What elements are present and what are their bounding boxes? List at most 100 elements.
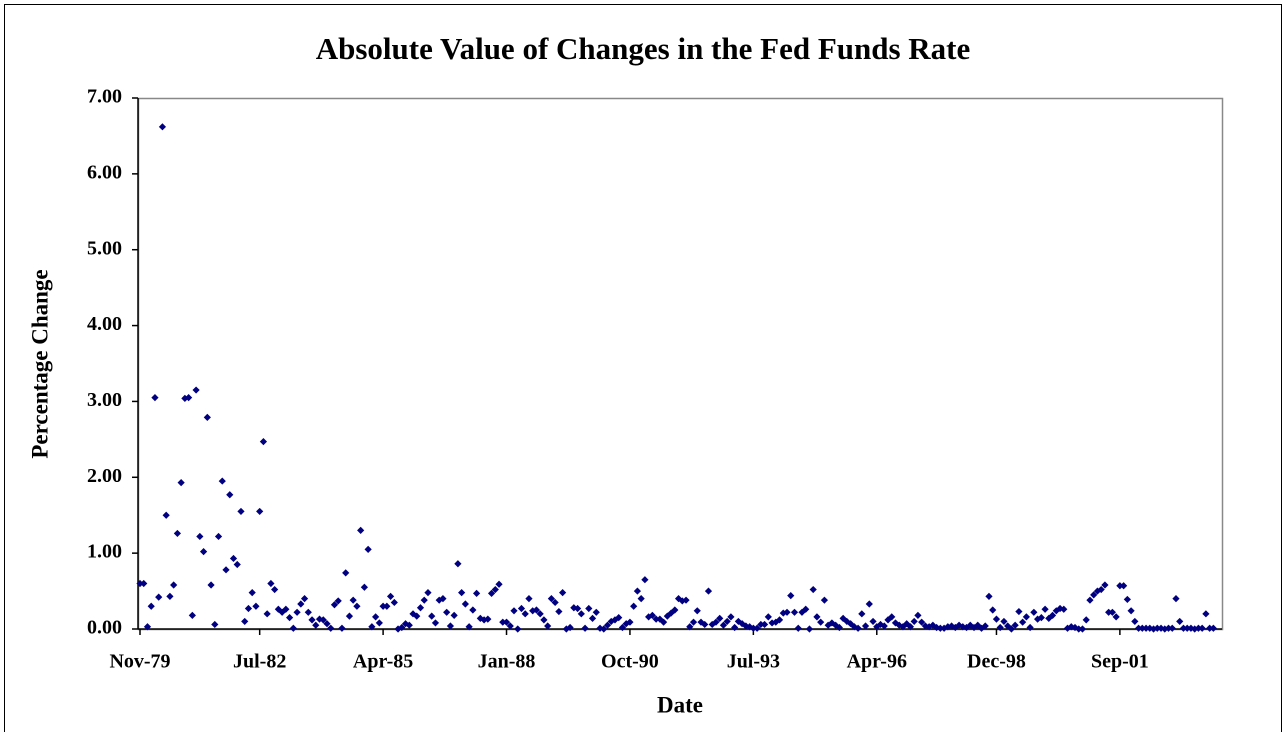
marker — [835, 623, 843, 632]
marker — [880, 622, 888, 630]
marker — [1022, 613, 1030, 621]
marker — [334, 597, 342, 605]
marker — [708, 620, 716, 629]
marker — [514, 625, 522, 633]
marker — [925, 623, 933, 631]
marker — [626, 618, 634, 626]
marker — [1153, 624, 1161, 632]
y-tick-label: 7.00 — [87, 86, 122, 108]
marker — [1015, 607, 1023, 616]
y-tick-label: 2.00 — [87, 465, 122, 487]
marker — [652, 615, 660, 623]
marker — [779, 609, 787, 617]
marker — [888, 613, 896, 621]
marker — [211, 620, 219, 629]
marker — [585, 604, 593, 613]
marker — [293, 608, 301, 616]
marker — [723, 617, 731, 626]
marker — [947, 622, 956, 630]
marker — [865, 600, 873, 608]
x-tick-label: Jul-82 — [233, 651, 286, 673]
marker — [446, 622, 455, 630]
marker — [1157, 624, 1165, 632]
marker — [618, 623, 627, 632]
marker — [155, 593, 163, 601]
marker — [1101, 581, 1109, 589]
marker — [1075, 625, 1083, 633]
marker — [379, 602, 387, 610]
marker — [487, 589, 496, 597]
marker — [1127, 607, 1135, 615]
marker — [1172, 595, 1180, 603]
marker — [813, 613, 821, 621]
marker — [1116, 582, 1124, 590]
marker — [985, 592, 993, 600]
marker — [577, 610, 585, 618]
marker — [502, 618, 511, 626]
marker — [229, 554, 238, 563]
marker — [607, 617, 615, 626]
marker — [719, 621, 728, 629]
marker — [330, 601, 339, 609]
marker — [495, 580, 503, 588]
marker — [252, 602, 260, 610]
marker — [667, 609, 675, 617]
marker — [992, 615, 1001, 623]
marker — [256, 507, 264, 516]
marker — [573, 604, 582, 613]
marker — [1026, 623, 1034, 632]
marker — [1123, 595, 1131, 604]
marker — [360, 583, 368, 591]
marker — [405, 621, 413, 629]
y-tick-label: 3.00 — [87, 389, 122, 411]
marker — [768, 619, 776, 627]
marker — [727, 613, 735, 621]
marker — [218, 477, 226, 485]
marker — [933, 623, 941, 632]
marker — [1202, 610, 1210, 618]
marker — [398, 623, 406, 632]
marker — [802, 605, 810, 613]
marker — [1007, 625, 1016, 633]
marker — [263, 610, 271, 618]
marker — [357, 526, 365, 534]
marker — [787, 592, 795, 600]
marker — [663, 612, 671, 620]
marker — [989, 606, 997, 614]
marker — [342, 569, 350, 577]
marker — [259, 438, 268, 446]
marker — [1176, 617, 1184, 626]
marker — [431, 619, 440, 627]
marker — [869, 617, 877, 626]
marker — [1108, 608, 1116, 616]
marker — [1198, 624, 1206, 632]
marker — [1000, 617, 1008, 626]
marker — [222, 566, 230, 574]
marker — [1078, 625, 1087, 633]
marker — [443, 608, 451, 616]
marker — [701, 620, 709, 629]
marker — [1041, 605, 1049, 613]
marker — [383, 602, 391, 610]
marker — [345, 612, 354, 620]
marker — [637, 595, 645, 603]
marker — [420, 596, 428, 604]
marker — [525, 595, 533, 603]
marker — [450, 611, 458, 619]
marker — [368, 623, 376, 631]
marker — [1131, 617, 1139, 626]
marker — [772, 618, 780, 626]
marker — [140, 579, 148, 588]
marker — [1063, 624, 1072, 632]
marker — [364, 545, 372, 553]
marker — [798, 608, 806, 616]
marker — [469, 606, 477, 614]
marker — [372, 613, 380, 621]
marker — [847, 620, 855, 628]
marker — [600, 625, 608, 633]
marker — [536, 610, 544, 618]
chart-title: Absolute Value of Changes in the Fed Fun… — [316, 31, 971, 66]
marker — [147, 602, 155, 610]
marker — [918, 618, 926, 626]
